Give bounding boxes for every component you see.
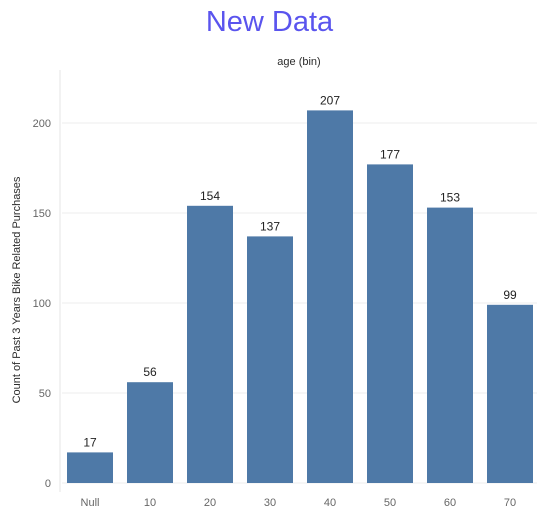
bar [307,110,353,484]
x-tick-label: 10 [144,497,156,509]
bar [367,164,413,483]
data-label: 153 [440,191,460,205]
x-axis-ticks: Null 10 20 30 40 50 60 70 [81,497,517,509]
data-label: 137 [260,219,280,233]
x-tick-label: 50 [384,497,396,509]
data-label: 207 [320,93,340,107]
y-tick-label: 50 [39,388,51,400]
data-label: 154 [200,189,220,203]
x-tick-label: Null [81,497,100,509]
bar [427,207,473,483]
data-label: 17 [83,435,97,449]
bar [127,382,173,483]
bar [247,236,293,483]
data-label: 177 [380,147,400,161]
x-tick-label: 20 [204,497,216,509]
y-tick-label: 200 [33,118,51,130]
y-tick-label: 100 [33,298,51,310]
y-axis-ticks: 0 50 100 150 200 [33,118,51,490]
data-label: 99 [503,288,517,302]
y-tick-label: 150 [33,208,51,220]
bar [67,452,113,483]
column-header: age (bin) [277,56,321,68]
x-tick-label: 60 [444,497,456,509]
y-tick-label: 0 [45,478,51,490]
bar [487,304,533,483]
x-tick-label: 40 [324,497,336,509]
chart-title: New Data [205,6,334,38]
bar [187,205,233,484]
x-tick-label: 30 [264,497,276,509]
x-tick-label: 70 [504,497,516,509]
data-labels: 17 56 154 137 207 177 153 99 [83,93,517,449]
bars [67,110,533,484]
data-label: 56 [143,365,157,379]
